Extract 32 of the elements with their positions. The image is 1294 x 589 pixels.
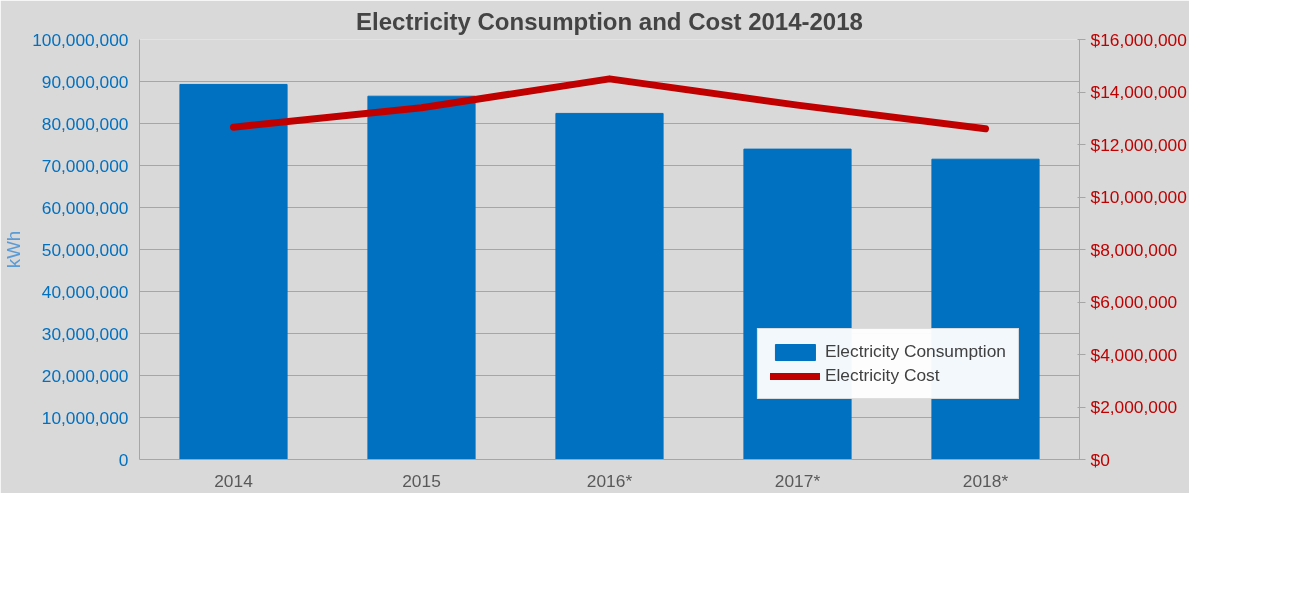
x-tick-label: 2017* [774,470,821,491]
y2-tick-label: $16,000,000 [1090,29,1187,50]
y-tick-label: 70,000,000 [41,155,129,176]
bar [367,95,476,460]
y2-tick-label: $2,000,000 [1090,397,1178,417]
y2-tick-label: $14,000,000 [1090,82,1187,102]
legend-label: Electricity Cost [824,365,940,386]
y-tick-label: 10,000,000 [41,407,129,428]
y-tick-label: 100,000,000 [32,29,129,50]
y-tick-label: 0 [118,449,129,470]
y-tick-label: 90,000,000 [41,71,129,92]
bar [555,112,664,460]
y-axis-title: kWh [3,230,25,269]
y2-tick-label: $4,000,000 [1090,344,1178,365]
y-tick-label: 30,000,000 [41,323,129,344]
y2-tick-label: $8,000,000 [1090,239,1178,260]
x-tick-label: 2018* [962,470,1009,491]
x-tick-label: 2016* [586,470,633,491]
y2-tick-label: $6,000,000 [1090,292,1178,312]
legend-label: Electricity Consumption [824,341,1006,362]
chart-title: Electricity Consumption and Cost 2014-2018 [356,7,863,35]
y2-tick-label: $12,000,000 [1090,134,1187,155]
bar [179,83,288,460]
y2-tick-label: $0 [1090,449,1110,470]
y-tick-label: 20,000,000 [41,365,129,386]
y2-tick-label: $10,000,000 [1090,187,1187,207]
x-tick-label: 2015 [402,470,441,491]
y-tick-label: 50,000,000 [41,239,129,260]
x-tick-label: 2014 [214,470,254,491]
y-tick-label: 80,000,000 [41,113,129,134]
y-tick-label: 40,000,000 [41,281,129,302]
y-tick-label: 60,000,000 [41,197,129,218]
